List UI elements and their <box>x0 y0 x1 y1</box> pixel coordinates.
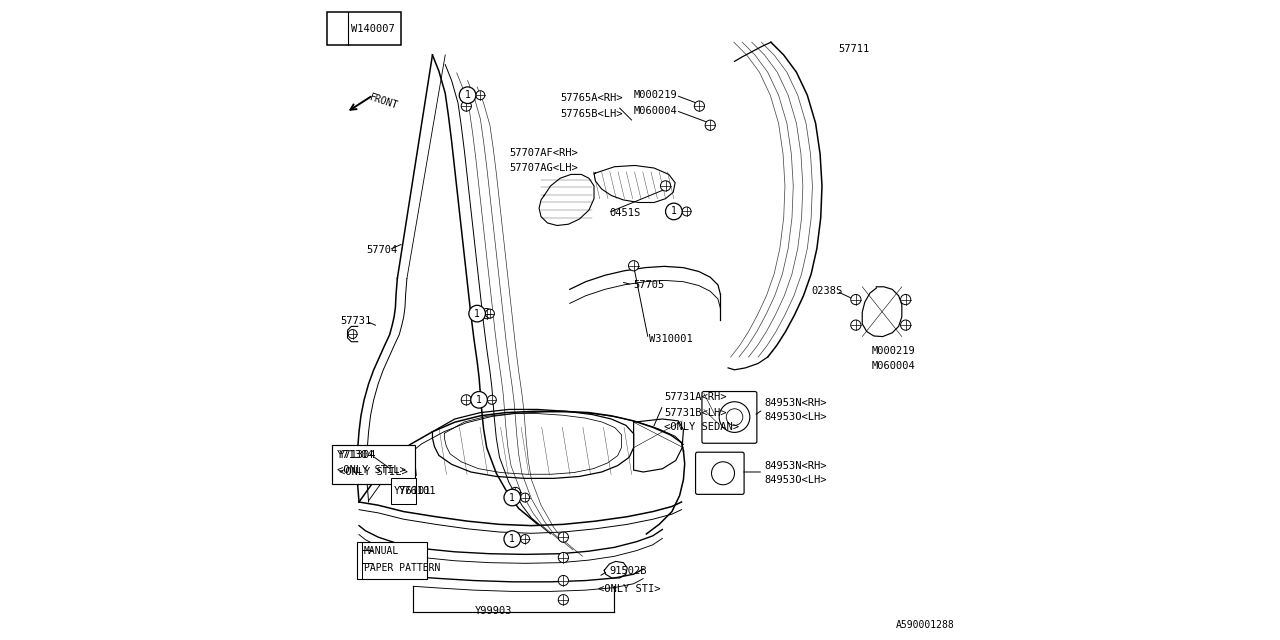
Circle shape <box>705 120 716 131</box>
Circle shape <box>468 305 485 322</box>
Text: 0451S: 0451S <box>609 208 640 218</box>
Text: <ONLY SEDAN>: <ONLY SEDAN> <box>664 422 740 432</box>
Text: 57707AG<LH>: 57707AG<LH> <box>509 163 577 173</box>
Text: 1: 1 <box>671 207 677 216</box>
Circle shape <box>521 534 530 543</box>
Circle shape <box>348 330 357 339</box>
Text: MANUAL: MANUAL <box>364 546 399 556</box>
Circle shape <box>666 203 682 220</box>
Circle shape <box>461 101 471 111</box>
Text: A590001288: A590001288 <box>896 620 954 630</box>
Text: M060004: M060004 <box>634 106 677 116</box>
Text: 84953N<RH>: 84953N<RH> <box>764 461 827 470</box>
Circle shape <box>712 462 735 484</box>
Text: 57731B<LH>: 57731B<LH> <box>664 408 727 417</box>
Circle shape <box>511 487 521 497</box>
Text: Y99903: Y99903 <box>475 605 512 616</box>
Circle shape <box>504 489 521 506</box>
FancyBboxPatch shape <box>390 478 416 504</box>
Circle shape <box>558 595 568 605</box>
Circle shape <box>851 320 861 330</box>
Circle shape <box>476 91 485 100</box>
Text: <ONLY STIL>: <ONLY STIL> <box>339 467 407 477</box>
FancyBboxPatch shape <box>695 452 744 494</box>
Text: Y71304: Y71304 <box>339 451 376 460</box>
Text: 1: 1 <box>509 493 516 502</box>
Text: 1: 1 <box>335 24 342 34</box>
Circle shape <box>471 392 488 408</box>
Text: 84953O<LH>: 84953O<LH> <box>764 475 827 484</box>
FancyBboxPatch shape <box>701 392 756 444</box>
FancyBboxPatch shape <box>357 542 428 579</box>
Circle shape <box>901 294 911 305</box>
Circle shape <box>488 396 497 404</box>
Text: 57704: 57704 <box>366 244 398 255</box>
Text: 57707AF<RH>: 57707AF<RH> <box>509 148 577 157</box>
Circle shape <box>330 20 347 38</box>
Text: <ONLY STI>: <ONLY STI> <box>599 584 660 595</box>
Text: PAPER PATTERN: PAPER PATTERN <box>364 563 440 573</box>
Circle shape <box>558 532 568 542</box>
Circle shape <box>521 493 530 502</box>
Text: Y76101: Y76101 <box>394 486 431 496</box>
Text: Y76101: Y76101 <box>398 486 436 496</box>
Circle shape <box>628 260 639 271</box>
Text: 57705: 57705 <box>634 280 664 290</box>
Text: 57765A<RH>: 57765A<RH> <box>561 93 622 103</box>
Circle shape <box>901 320 911 330</box>
Circle shape <box>558 575 568 586</box>
Circle shape <box>460 87 476 104</box>
Text: W310001: W310001 <box>649 334 692 344</box>
Text: 57731A<RH>: 57731A<RH> <box>664 392 727 402</box>
Text: 1: 1 <box>476 395 483 405</box>
FancyBboxPatch shape <box>333 445 415 484</box>
Circle shape <box>726 409 742 426</box>
Circle shape <box>660 180 671 191</box>
Text: FRONT: FRONT <box>369 92 399 111</box>
Text: 57765B<LH>: 57765B<LH> <box>561 109 622 120</box>
Text: 91502B: 91502B <box>609 566 646 576</box>
Text: 57731: 57731 <box>340 316 371 326</box>
Circle shape <box>481 308 492 319</box>
Circle shape <box>851 294 861 305</box>
Text: 84953O<LH>: 84953O<LH> <box>764 412 827 422</box>
Circle shape <box>485 309 494 318</box>
Text: 1: 1 <box>465 90 471 100</box>
Text: 1: 1 <box>474 308 480 319</box>
Circle shape <box>719 402 750 433</box>
Text: 0238S: 0238S <box>812 286 842 296</box>
Circle shape <box>694 101 704 111</box>
Text: <ONLY STIL>: <ONLY STIL> <box>337 465 406 475</box>
Text: M000219: M000219 <box>872 346 915 356</box>
Text: 84953N<RH>: 84953N<RH> <box>764 398 827 408</box>
Text: 1: 1 <box>509 534 516 544</box>
Text: M000219: M000219 <box>634 90 677 100</box>
FancyBboxPatch shape <box>328 12 401 45</box>
Circle shape <box>558 552 568 563</box>
Text: 57711: 57711 <box>838 44 869 54</box>
Circle shape <box>504 531 521 547</box>
Text: W140007: W140007 <box>351 24 396 34</box>
Text: M060004: M060004 <box>872 361 915 371</box>
Circle shape <box>682 207 691 216</box>
Text: Y71304: Y71304 <box>337 451 374 460</box>
Circle shape <box>461 395 471 405</box>
